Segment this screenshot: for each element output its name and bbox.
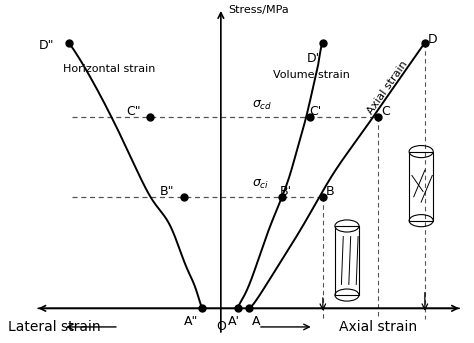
Text: D': D'	[307, 52, 320, 65]
Text: C": C"	[127, 105, 141, 118]
Text: Axial strain: Axial strain	[365, 59, 410, 116]
Text: B: B	[326, 185, 335, 198]
Text: D: D	[428, 34, 437, 46]
Text: Axial strain: Axial strain	[339, 320, 418, 334]
Text: A: A	[252, 315, 260, 328]
Text: $\sigma_{cd}$: $\sigma_{cd}$	[252, 99, 273, 112]
Text: D": D"	[39, 39, 55, 52]
Text: Horizontal strain: Horizontal strain	[63, 64, 155, 74]
Text: Volume strain: Volume strain	[273, 70, 350, 80]
Text: Stress/MPa: Stress/MPa	[228, 5, 289, 15]
Text: $\sigma_{ci}$: $\sigma_{ci}$	[252, 178, 270, 191]
Text: A": A"	[184, 315, 199, 328]
Text: O: O	[216, 320, 226, 333]
Text: B': B'	[280, 185, 292, 198]
Text: B": B"	[160, 185, 174, 198]
Bar	[409, 152, 433, 221]
Text: C': C'	[310, 105, 321, 118]
Text: Lateral strain: Lateral strain	[8, 320, 100, 334]
Bar	[335, 226, 359, 295]
Text: A': A'	[228, 315, 240, 328]
Text: C: C	[382, 105, 390, 118]
